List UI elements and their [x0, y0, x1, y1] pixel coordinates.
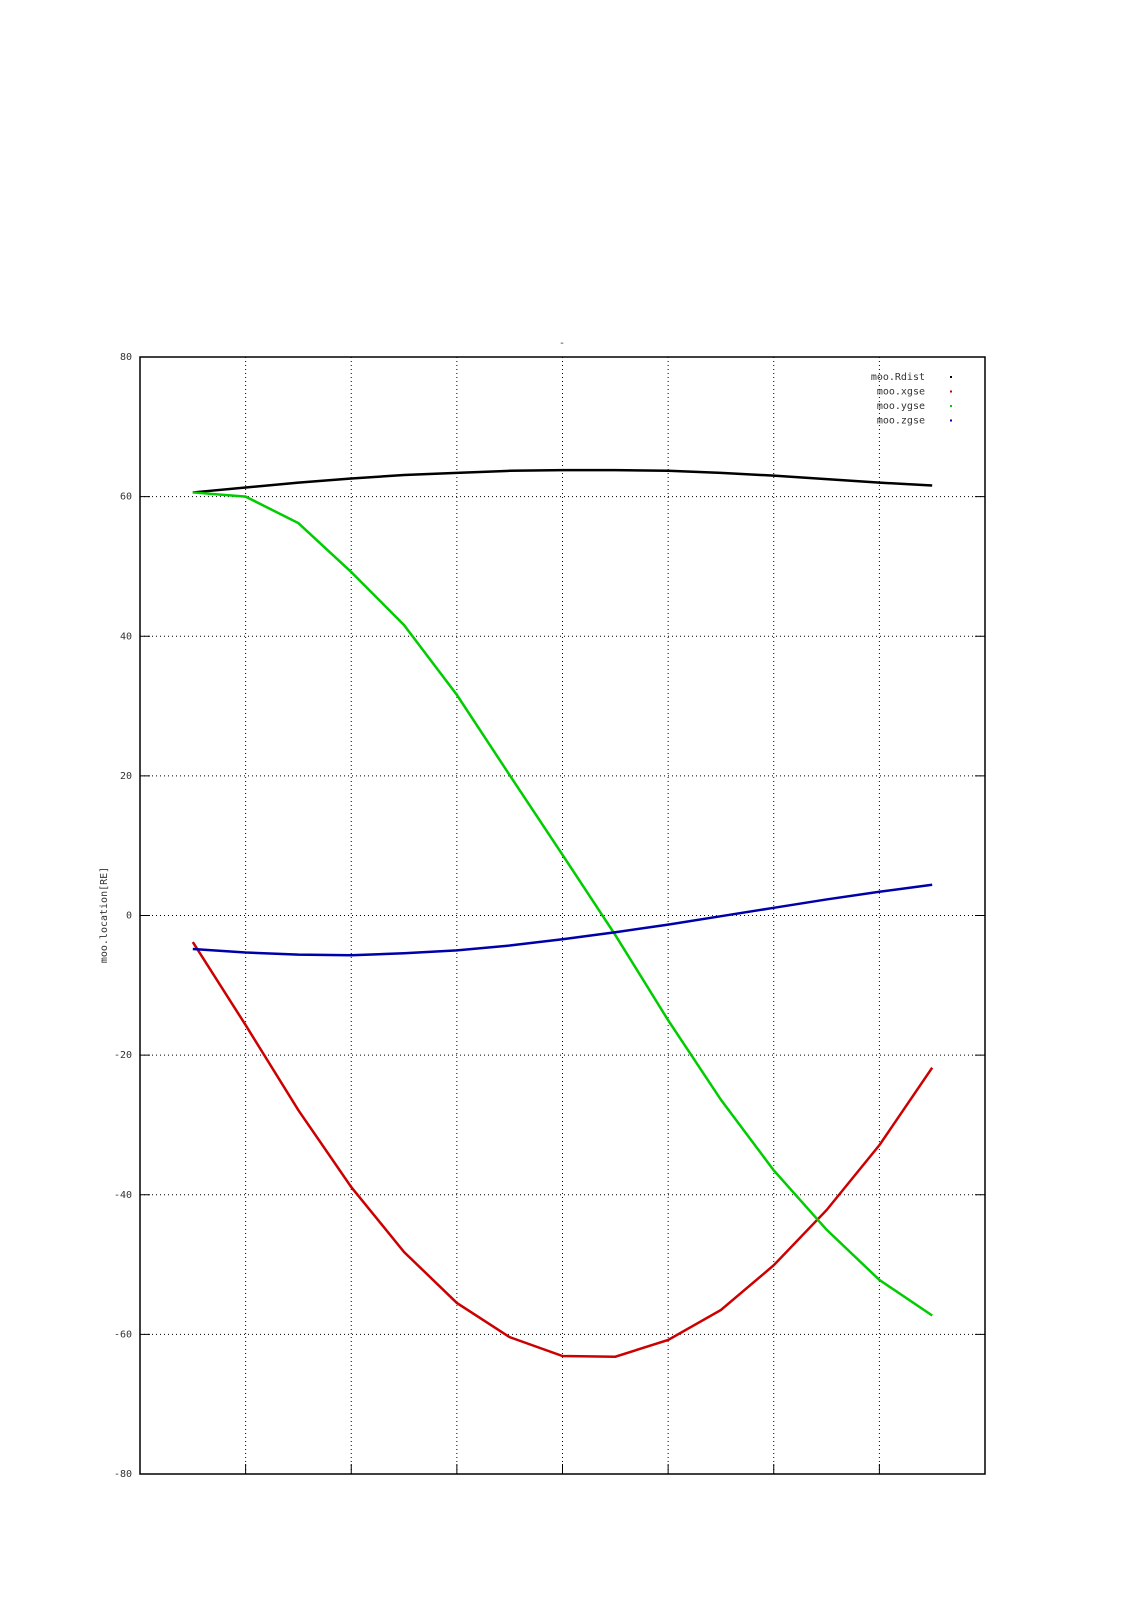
- y-tick-label: 0: [126, 911, 132, 922]
- chart-title: -: [559, 338, 565, 349]
- legend-label: moo.ygse: [877, 401, 925, 412]
- legend-label: moo.zgse: [877, 416, 925, 427]
- legend-swatch: [950, 390, 952, 393]
- y-tick-label: -80: [114, 1469, 132, 1480]
- legend-swatch: [950, 419, 952, 422]
- legend-swatch: [950, 376, 952, 378]
- legend-label: moo.xgse: [877, 387, 925, 398]
- series-line: [192, 468, 933, 494]
- y-tick-label: -60: [114, 1329, 132, 1340]
- y-tick-label: 60: [120, 492, 132, 503]
- series-line: [192, 491, 933, 1317]
- y-tick-label: -20: [114, 1050, 132, 1061]
- series-line: [191, 941, 934, 1358]
- y-axis-label: moo.location[RE]: [99, 867, 110, 963]
- y-tick-label: 80: [120, 352, 132, 363]
- y-tick-label: 20: [120, 771, 132, 782]
- legend-label: moo.Rdist: [871, 372, 925, 383]
- series-line: [192, 883, 933, 957]
- y-tick-label: 40: [120, 631, 132, 642]
- y-tick-label: -40: [114, 1190, 132, 1201]
- plot-frame: [139, 356, 986, 1475]
- legend-swatch: [950, 405, 952, 407]
